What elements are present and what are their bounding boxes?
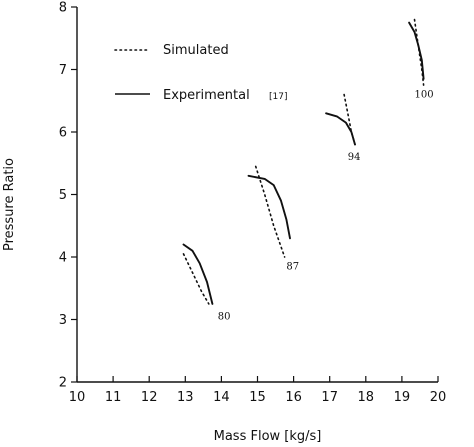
speed-label-94: 94	[348, 152, 361, 163]
x-tick-label: 18	[358, 390, 375, 405]
x-tick-label: 17	[321, 390, 338, 405]
x-tick-label: 19	[394, 390, 411, 405]
x-tick-label: 13	[177, 390, 194, 405]
x-tick-label: 12	[141, 390, 158, 405]
x-tick-label: 15	[249, 390, 266, 405]
y-tick-label: 7	[59, 63, 67, 78]
x-tick-label: 10	[69, 390, 86, 405]
y-tick-label: 8	[59, 1, 67, 16]
legend-reference: [17]	[269, 92, 287, 102]
simulated-line-80	[182, 253, 210, 305]
speed-label-100: 100	[415, 90, 434, 101]
y-tick-label: 6	[59, 126, 67, 141]
x-ticks: 10 11 12 13 14 15 16 17 18 19 20	[69, 376, 447, 405]
x-tick-label: 16	[285, 390, 302, 405]
y-tick-label: 4	[59, 251, 67, 266]
y-ticks: 2 3 4 5 6 7 8	[59, 1, 77, 391]
x-tick-label: 14	[213, 390, 230, 405]
axes	[76, 7, 438, 383]
experimental-line-94	[325, 112, 356, 146]
y-axis-title: Pressure Ratio	[2, 158, 17, 251]
series-layer	[182, 18, 425, 305]
simulated-line-87	[254, 165, 286, 258]
y-tick-label: 3	[59, 313, 67, 328]
y-tick-label: 2	[59, 376, 67, 391]
speed-label-87: 87	[286, 262, 299, 273]
speed-labels: 80 87 94 100	[218, 90, 434, 323]
experimental-line-100	[408, 21, 425, 80]
experimental-line-87	[247, 174, 291, 240]
y-tick-label: 5	[59, 188, 67, 203]
x-axis-title: Mass Flow [kg/s]	[214, 429, 322, 444]
x-tick-label: 11	[105, 390, 122, 405]
legend: Simulated Experimental [17]	[114, 43, 287, 103]
legend-label-simulated: Simulated	[163, 43, 229, 58]
x-tick-label: 20	[430, 390, 447, 405]
experimental-line-80	[182, 243, 214, 305]
legend-label-experimental: Experimental	[163, 88, 250, 103]
speed-label-80: 80	[218, 312, 231, 323]
